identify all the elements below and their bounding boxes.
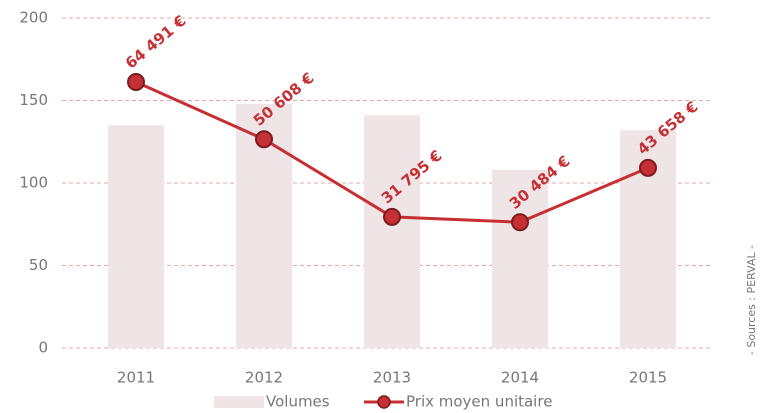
legend-swatch <box>377 395 391 409</box>
point <box>127 72 145 91</box>
bar <box>364 115 420 348</box>
y-tick-label: 150 <box>19 91 48 109</box>
x-tick-label: 2013 <box>373 369 411 387</box>
x-tick-label: 2011 <box>117 369 155 387</box>
point <box>511 213 529 232</box>
point <box>383 207 401 226</box>
legend-label: Prix moyen unitaire <box>406 393 552 411</box>
x-tick-label: 2012 <box>245 369 283 387</box>
legend-label: Volumes <box>266 393 330 411</box>
bar <box>492 169 548 348</box>
y-tick-label: 50 <box>29 256 48 274</box>
y-tick-label: 100 <box>19 174 48 192</box>
bar <box>108 125 164 348</box>
value-label: 64 491 € <box>122 12 190 73</box>
y-tick-label: 0 <box>38 339 48 357</box>
point <box>639 158 657 177</box>
legend-swatch <box>214 396 264 408</box>
x-tick-label: 2015 <box>629 369 667 387</box>
source: - Sources : PERVAL - <box>745 245 758 355</box>
x-tick-label: 2014 <box>501 369 539 387</box>
point <box>255 130 273 149</box>
y-tick-label: 200 <box>19 9 48 27</box>
